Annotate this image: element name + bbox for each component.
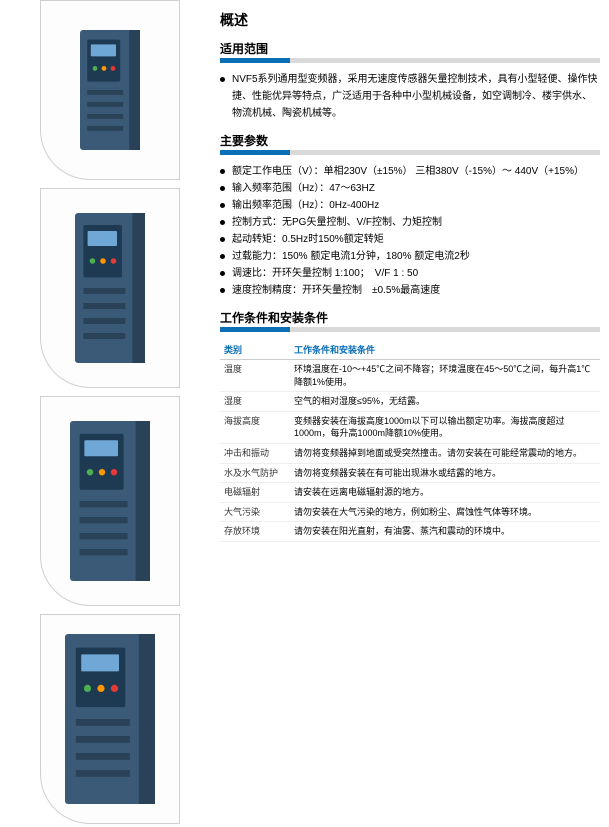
table-cell: 变频器安装在海拔高度1000m以下可以输出额定功率。海拔高度超过1000m，每升… bbox=[290, 411, 600, 443]
table-cell: 请勿将变频器安装在有可能出现淋水或结露的地方。 bbox=[290, 463, 600, 483]
drive-icon bbox=[65, 634, 155, 804]
product-image-3 bbox=[40, 396, 180, 606]
table-cell: 温度 bbox=[220, 360, 290, 392]
drive-icon bbox=[80, 30, 140, 150]
product-image-1 bbox=[40, 0, 180, 180]
table-row: 海拔高度变频器安装在海拔高度1000m以下可以输出额定功率。海拔高度超过1000… bbox=[220, 411, 600, 443]
section-conditions-title: 工作条件和安装条件 bbox=[220, 309, 600, 332]
table-row: 大气污染请勿安装在大气污染的地方，例如粉尘、腐蚀性气体等环境。 bbox=[220, 502, 600, 522]
table-cell: 大气污染 bbox=[220, 502, 290, 522]
list-item: 输出频率范围（Hz）：0Hz-400Hz bbox=[220, 197, 600, 214]
table-row: 水及水气防护请勿将变频器安装在有可能出现淋水或结露的地方。 bbox=[220, 463, 600, 483]
scope-list: NVF5系列通用型变频器，采用无速度传感器矢量控制技术，具有小型轻便、操作快捷、… bbox=[220, 71, 600, 122]
list-item: 速度控制精度：开环矢量控制 ±0.5%最高速度 bbox=[220, 282, 600, 299]
table-cell: 请勿安装在大气污染的地方，例如粉尘、腐蚀性气体等环境。 bbox=[290, 502, 600, 522]
list-item: 调速比：开环矢量控制 1:100； V/F 1 : 50 bbox=[220, 265, 600, 282]
drive-icon bbox=[70, 421, 150, 581]
table-row: 湿度空气的相对湿度≤95%，无结露。 bbox=[220, 392, 600, 412]
table-cell: 存放环境 bbox=[220, 522, 290, 542]
table-cell: 请勿安装在阳光直射，有油雾、蒸汽和震动的环境中。 bbox=[290, 522, 600, 542]
table-row: 温度环境温度在-10～+45℃之间不降容；环境温度在45～50℃之间，每升高1℃… bbox=[220, 360, 600, 392]
list-item: 额定工作电压（V）：单相230V（±15%） 三相380V（-15%）～ 440… bbox=[220, 163, 600, 180]
table-cell: 电磁辐射 bbox=[220, 483, 290, 503]
list-item: 输入频率范围（Hz）：47～63HZ bbox=[220, 180, 600, 197]
list-item: 起动转矩：0.5Hz时150%额定转矩 bbox=[220, 231, 600, 248]
table-cell: 湿度 bbox=[220, 392, 290, 412]
table-row: 存放环境请勿安装在阳光直射，有油雾、蒸汽和震动的环境中。 bbox=[220, 522, 600, 542]
conditions-table: 类别 工作条件和安装条件 温度环境温度在-10～+45℃之间不降容；环境温度在4… bbox=[220, 340, 600, 542]
list-item: 过载能力：150% 额定电流1分钟，180% 额定电流2秒 bbox=[220, 248, 600, 265]
list-item: NVF5系列通用型变频器，采用无速度传感器矢量控制技术，具有小型轻便、操作快捷、… bbox=[220, 71, 600, 122]
table-cell: 空气的相对湿度≤95%，无结露。 bbox=[290, 392, 600, 412]
table-row: 电磁辐射请安装在远离电磁辐射源的地方。 bbox=[220, 483, 600, 503]
list-item: 控制方式：无PG矢量控制、V/F控制、力矩控制 bbox=[220, 214, 600, 231]
page-title: 概述 bbox=[220, 10, 600, 30]
section-scope-title: 适用范围 bbox=[220, 40, 600, 63]
section-params-title: 主要参数 bbox=[220, 132, 600, 155]
product-image-2 bbox=[40, 188, 180, 388]
drive-icon bbox=[75, 213, 145, 363]
table-cell: 水及水气防护 bbox=[220, 463, 290, 483]
params-list: 额定工作电压（V）：单相230V（±15%） 三相380V（-15%）～ 440… bbox=[220, 163, 600, 299]
table-cell: 海拔高度 bbox=[220, 411, 290, 443]
table-cell: 环境温度在-10～+45℃之间不降容；环境温度在45～50℃之间，每升高1℃降额… bbox=[290, 360, 600, 392]
table-header-category: 类别 bbox=[220, 340, 290, 360]
table-header-condition: 工作条件和安装条件 bbox=[290, 340, 600, 360]
table-row: 冲击和振动请勿将变频器掉到地面或受突然撞击。请勿安装在可能经常震动的地方。 bbox=[220, 443, 600, 463]
table-cell: 请安装在远离电磁辐射源的地方。 bbox=[290, 483, 600, 503]
product-image-4 bbox=[40, 614, 180, 824]
table-cell: 请勿将变频器掉到地面或受突然撞击。请勿安装在可能经常震动的地方。 bbox=[290, 443, 600, 463]
table-cell: 冲击和振动 bbox=[220, 443, 290, 463]
